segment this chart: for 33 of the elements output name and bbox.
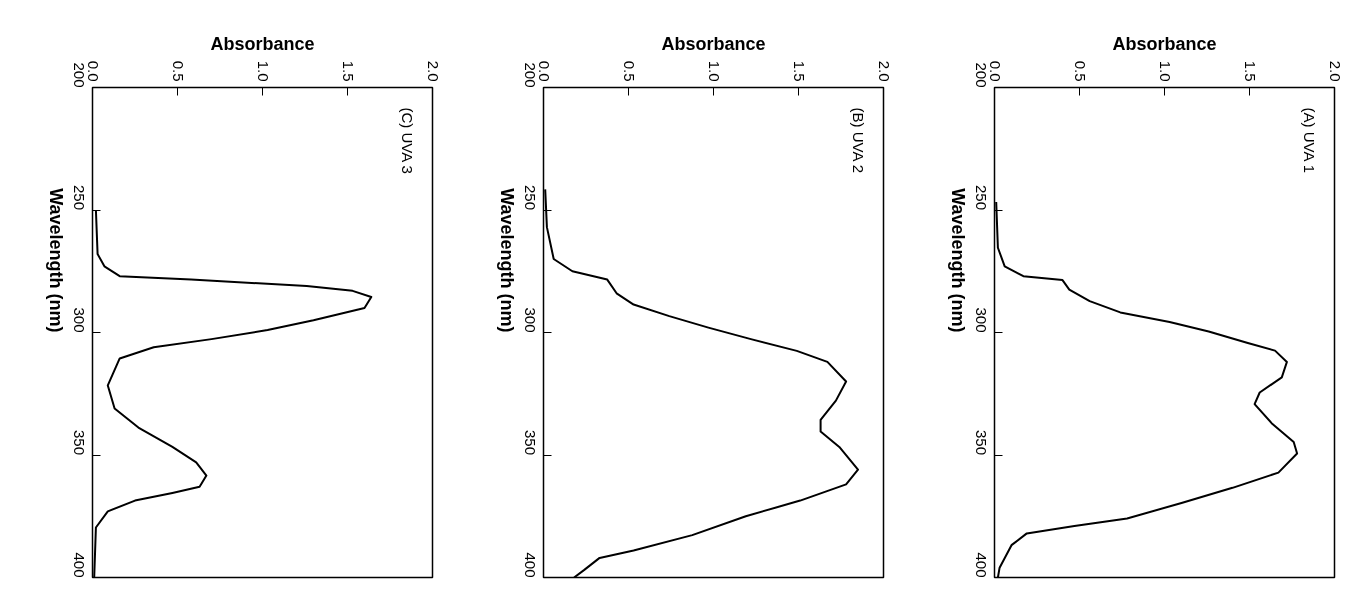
x-tick-label: 0.5 (1071, 60, 1089, 82)
y-tick-label: 250 (70, 184, 88, 210)
x-tick-label: 1.0 (1156, 60, 1174, 82)
x-axis-title: Absorbance (661, 33, 766, 54)
annotation: (C) UVA 3 (399, 107, 416, 174)
y-tick-label: 350 (972, 429, 990, 455)
y-tick-label: 350 (521, 429, 539, 455)
x-tick-label: 1.5 (1241, 60, 1259, 82)
x-axis-title: Absorbance (1112, 33, 1217, 54)
annotation: (A) UVA 1 (1301, 107, 1318, 174)
x-tick-label: 1.5 (790, 60, 808, 82)
y-tick-label: 400 (521, 552, 539, 578)
y-tick-label: 300 (521, 307, 539, 333)
y-axis-title: Wavelength (nm) (947, 188, 968, 333)
x-tick-label: 0.5 (169, 60, 187, 82)
x-tick-label: 0.5 (620, 60, 638, 82)
x-tick-label: 1.5 (339, 60, 357, 82)
y-tick-label: 350 (70, 429, 88, 455)
y-tick-label: 250 (521, 184, 539, 210)
x-tick-label: 1.0 (705, 60, 723, 82)
y-tick-label: 250 (972, 184, 990, 210)
x-tick-label: 2.0 (875, 60, 893, 82)
y-tick-label: 300 (70, 307, 88, 333)
y-axis-title: Wavelength (nm) (45, 188, 66, 333)
annotation: (B) UVA 2 (850, 107, 867, 174)
y-axis-title: Wavelength (nm) (496, 188, 517, 333)
y-tick-label: 400 (70, 552, 88, 578)
x-axis-title: Absorbance (210, 33, 315, 54)
x-tick-label: 2.0 (424, 60, 442, 82)
y-tick-label: 300 (972, 307, 990, 333)
y-tick-label: 400 (972, 552, 990, 578)
x-tick-label: 2.0 (1326, 60, 1344, 82)
x-tick-label: 1.0 (254, 60, 272, 82)
